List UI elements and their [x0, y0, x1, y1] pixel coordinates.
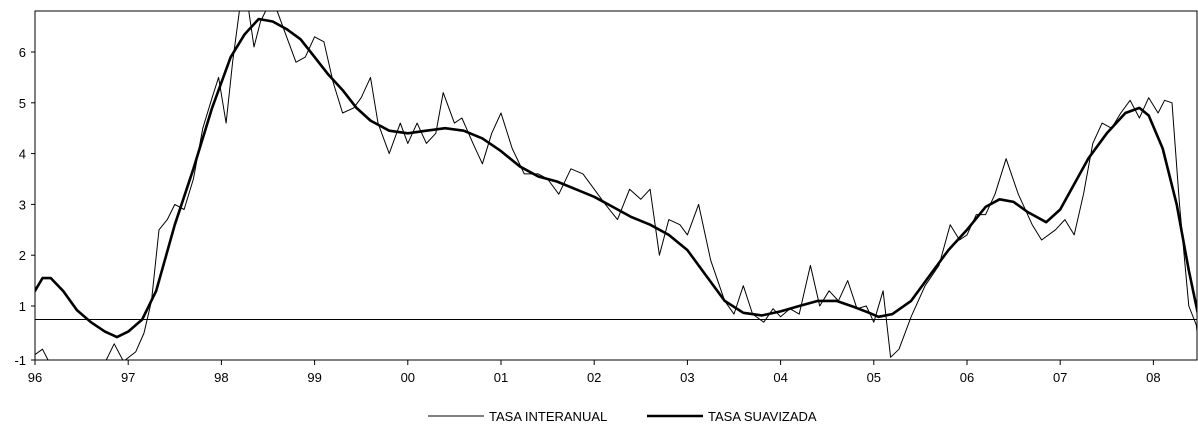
x-tick-label: 03: [680, 370, 694, 385]
y-tick-label: -1: [14, 353, 26, 368]
x-tick-label: 07: [1053, 370, 1067, 385]
legend-label: TASA INTERANUAL: [489, 409, 607, 424]
x-tick-label: 04: [773, 370, 787, 385]
y-tick-label: 6: [19, 45, 26, 60]
y-axis: -1 1 2 3 4 5 6: [14, 45, 35, 368]
y-tick-label: 3: [19, 197, 26, 212]
plot-area: [34, 10, 1198, 361]
y-tick-label: 5: [19, 96, 26, 111]
x-axis: 96 97 98 99 00 01 02 03 04 05 06 07 08: [28, 360, 1161, 385]
series-line-tasa-interanual: [35, 11, 1197, 360]
x-tick-label: 05: [867, 370, 881, 385]
x-tick-label: 06: [960, 370, 974, 385]
legend-label: TASA SUAVIZADA: [708, 409, 817, 424]
x-tick-label: 96: [28, 370, 42, 385]
y-tick-label: 1: [19, 299, 26, 314]
y-tick-label: 2: [19, 248, 26, 263]
legend: TASA INTERANUAL TASA SUAVIZADA: [428, 409, 817, 424]
series-line-tasa-suavizada: [35, 17, 1197, 339]
y-tick-label: 4: [19, 147, 26, 162]
x-tick-label: 08: [1146, 370, 1160, 385]
x-tick-label: 99: [307, 370, 321, 385]
x-tick-label: 01: [494, 370, 508, 385]
x-tick-label: 00: [401, 370, 415, 385]
x-tick-label: 97: [121, 370, 135, 385]
x-tick-label: 02: [587, 370, 601, 385]
series-group: [35, 11, 1197, 360]
x-tick-label: 98: [214, 370, 228, 385]
